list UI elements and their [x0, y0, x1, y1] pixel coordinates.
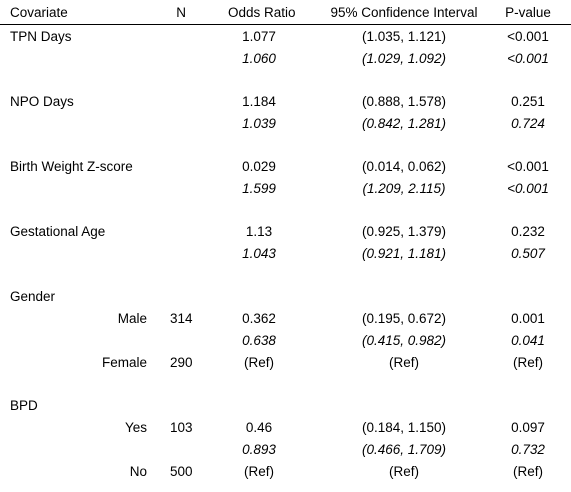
odds-ratio: 1.077 [242, 29, 276, 44]
odds-ratio: 0.46 [245, 420, 273, 435]
confidence-interval: (0.184, 1.150) [361, 420, 447, 435]
p-value: <0.001 [507, 159, 549, 174]
confidence-interval: (0.415, 0.982) [361, 333, 447, 348]
p-value: <0.001 [507, 29, 549, 44]
table-row: Gender [0, 287, 571, 307]
confidence-interval: (Ref) [389, 355, 419, 370]
odds-ratio: 0.029 [242, 159, 276, 174]
table-row: No 500 (Ref) (Ref) (Ref) [0, 462, 571, 482]
n-count: 290 [170, 355, 193, 370]
table-row: 1.599 (1.209, 2.115) <0.001 [0, 179, 571, 199]
covariate-label: NPO Days [10, 94, 74, 109]
odds-ratio: 1.043 [242, 246, 276, 261]
table-row: Female 290 (Ref) (Ref) (Ref) [0, 353, 571, 373]
subgroup-label: Yes [124, 420, 147, 435]
confidence-interval: (Ref) [389, 464, 419, 479]
p-value: 0.732 [511, 442, 545, 457]
header-covariate: Covariate [10, 5, 68, 20]
table-row: 0.893 (0.466, 1.709) 0.732 [0, 440, 571, 460]
confidence-interval: (0.466, 1.709) [361, 442, 447, 457]
confidence-interval: (0.014, 0.062) [361, 159, 447, 174]
table-row: 1.039 (0.842, 1.281) 0.724 [0, 114, 571, 134]
confidence-interval: (0.888, 1.578) [361, 94, 447, 109]
odds-ratio: 1.039 [242, 116, 276, 131]
p-value: 0.251 [511, 94, 545, 109]
table-row: Male 314 0.362 (0.195, 0.672) 0.001 [0, 309, 571, 329]
table-row: Gestational Age 1.13 (0.925, 1.379) 0.23… [0, 222, 571, 242]
table-row: BPD [0, 396, 571, 416]
odds-ratio: 1.599 [242, 181, 276, 196]
subgroup-label: Female [101, 355, 147, 370]
p-value: 0.724 [511, 116, 545, 131]
odds-ratio: 1.13 [245, 224, 273, 239]
confidence-interval: (1.029, 1.092) [361, 51, 447, 66]
table-row: Yes 103 0.46 (0.184, 1.150) 0.097 [0, 418, 571, 438]
subgroup-label: No [129, 464, 147, 479]
covariate-label: Birth Weight Z-score [10, 159, 133, 174]
odds-ratio: 0.893 [242, 442, 276, 457]
confidence-interval: (0.925, 1.379) [361, 224, 447, 239]
p-value: <0.001 [507, 51, 549, 66]
confidence-interval: (1.035, 1.121) [361, 29, 447, 44]
covariate-label: Gestational Age [10, 224, 106, 239]
confidence-interval: (0.921, 1.181) [361, 246, 447, 261]
p-value: 0.041 [511, 333, 545, 348]
table-row: TPN Days 1.077 (1.035, 1.121) <0.001 [0, 27, 571, 47]
header-odds-ratio: Odds Ratio [228, 5, 296, 20]
p-value: <0.001 [507, 181, 549, 196]
header-p-value: P-value [505, 5, 551, 20]
odds-ratio: (Ref) [244, 464, 274, 479]
subgroup-label: Male [117, 311, 147, 326]
odds-ratio: 0.362 [242, 311, 276, 326]
odds-ratio: 1.060 [242, 51, 276, 66]
header-confidence-interval: 95% Confidence Interval [330, 5, 478, 20]
odds-ratio: 0.638 [242, 333, 276, 348]
p-value: 0.097 [511, 420, 545, 435]
p-value: 0.001 [511, 311, 545, 326]
table-row: 0.638 (0.415, 0.982) 0.041 [0, 331, 571, 351]
confidence-interval: (1.209, 2.115) [362, 181, 446, 196]
covariate-label: Gender [10, 289, 56, 304]
odds-ratio: (Ref) [244, 355, 274, 370]
n-count: 103 [170, 420, 193, 435]
odds-ratio: 1.184 [242, 94, 276, 109]
table-row: 1.043 (0.921, 1.181) 0.507 [0, 244, 571, 264]
p-value: 0.232 [511, 224, 545, 239]
n-count: 500 [170, 464, 193, 479]
table-row: 1.060 (1.029, 1.092) <0.001 [0, 49, 571, 69]
p-value: (Ref) [513, 464, 543, 479]
covariate-label: BPD [10, 398, 38, 413]
covariate-label: TPN Days [10, 29, 72, 44]
p-value: (Ref) [513, 355, 543, 370]
table-row: NPO Days 1.184 (0.888, 1.578) 0.251 [0, 92, 571, 112]
header-n: N [176, 5, 186, 20]
confidence-interval: (0.842, 1.281) [361, 116, 447, 131]
p-value: 0.507 [511, 246, 545, 261]
confidence-interval: (0.195, 0.672) [361, 311, 447, 326]
table-row: Birth Weight Z-score 0.029 (0.014, 0.062… [0, 157, 571, 177]
n-count: 314 [170, 311, 193, 326]
table-header: Covariate N Odds Ratio 95% Confidence In… [0, 3, 571, 25]
